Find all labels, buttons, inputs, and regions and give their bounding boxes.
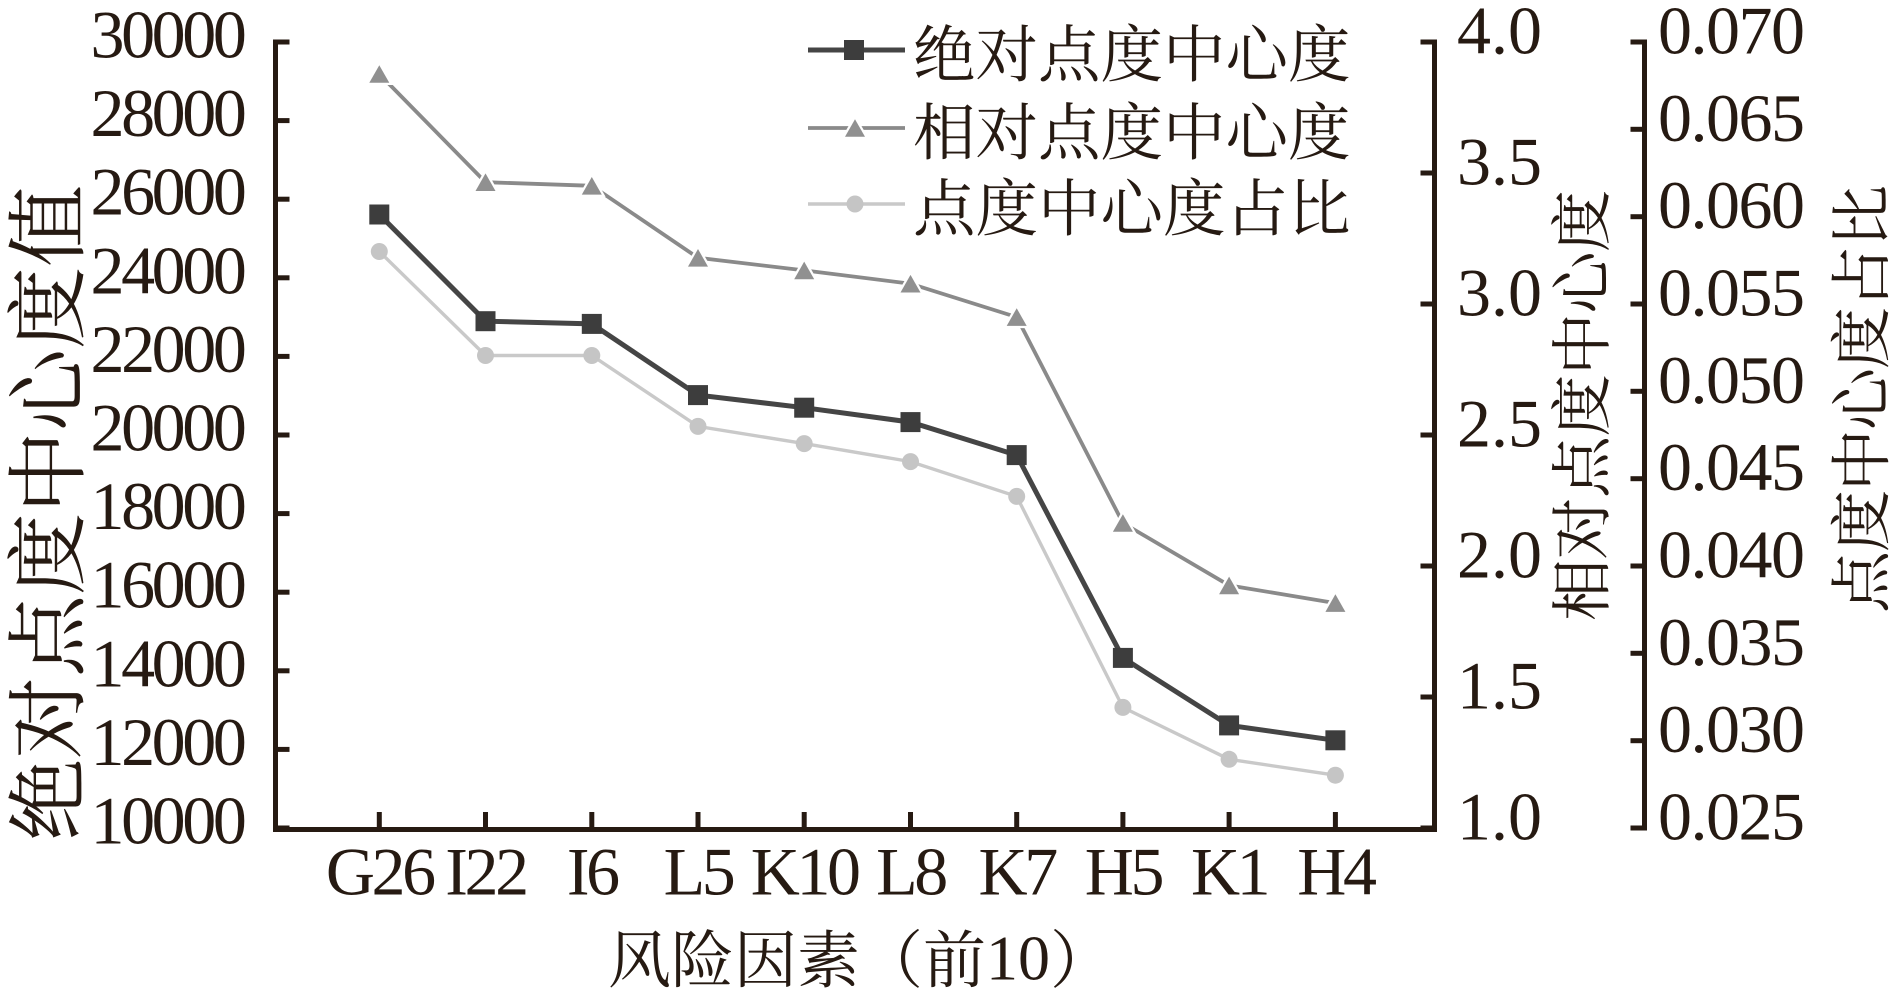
svg-text:H5: H5 (1085, 834, 1163, 910)
svg-text:28000: 28000 (90, 75, 244, 151)
svg-text:I22: I22 (445, 834, 526, 910)
svg-text:I6: I6 (567, 834, 618, 910)
svg-text:20000: 20000 (90, 390, 244, 466)
svg-text:L8: L8 (876, 834, 946, 910)
svg-text:26000: 26000 (90, 154, 244, 230)
svg-text:1.5: 1.5 (1457, 648, 1542, 724)
svg-text:0.050: 0.050 (1658, 342, 1804, 418)
svg-text:0.040: 0.040 (1658, 517, 1804, 593)
svg-text:16000: 16000 (90, 547, 244, 623)
svg-text:0.045: 0.045 (1658, 429, 1804, 505)
svg-text:0.060: 0.060 (1658, 167, 1804, 243)
svg-text:H4: H4 (1297, 834, 1376, 910)
svg-text:24000: 24000 (90, 232, 244, 308)
svg-text:0.025: 0.025 (1658, 779, 1804, 855)
svg-text:10000: 10000 (90, 783, 244, 859)
svg-text:2.5: 2.5 (1457, 386, 1542, 462)
svg-text:0.065: 0.065 (1658, 80, 1804, 156)
svg-text:0.035: 0.035 (1658, 604, 1804, 680)
svg-text:22000: 22000 (90, 311, 244, 387)
svg-text:K10: K10 (751, 834, 859, 910)
svg-text:K7: K7 (979, 834, 1058, 910)
svg-text:K1: K1 (1191, 834, 1267, 910)
svg-text:10: 10 (986, 923, 1050, 994)
svg-text:12000: 12000 (90, 704, 244, 780)
svg-text:2.0: 2.0 (1457, 517, 1542, 593)
svg-text:18000: 18000 (90, 468, 244, 544)
svg-text:1.0: 1.0 (1457, 779, 1542, 855)
svg-text:30000: 30000 (90, 0, 244, 73)
svg-text:L5: L5 (664, 834, 734, 910)
svg-text:G26: G26 (326, 834, 434, 910)
svg-text:4.0: 4.0 (1457, 0, 1542, 69)
svg-text:0.030: 0.030 (1658, 691, 1804, 767)
svg-text:0.070: 0.070 (1658, 0, 1804, 69)
svg-text:14000: 14000 (90, 625, 244, 701)
svg-text:3.5: 3.5 (1457, 124, 1542, 200)
svg-text:3.0: 3.0 (1457, 255, 1542, 331)
svg-text:0.055: 0.055 (1658, 255, 1804, 331)
